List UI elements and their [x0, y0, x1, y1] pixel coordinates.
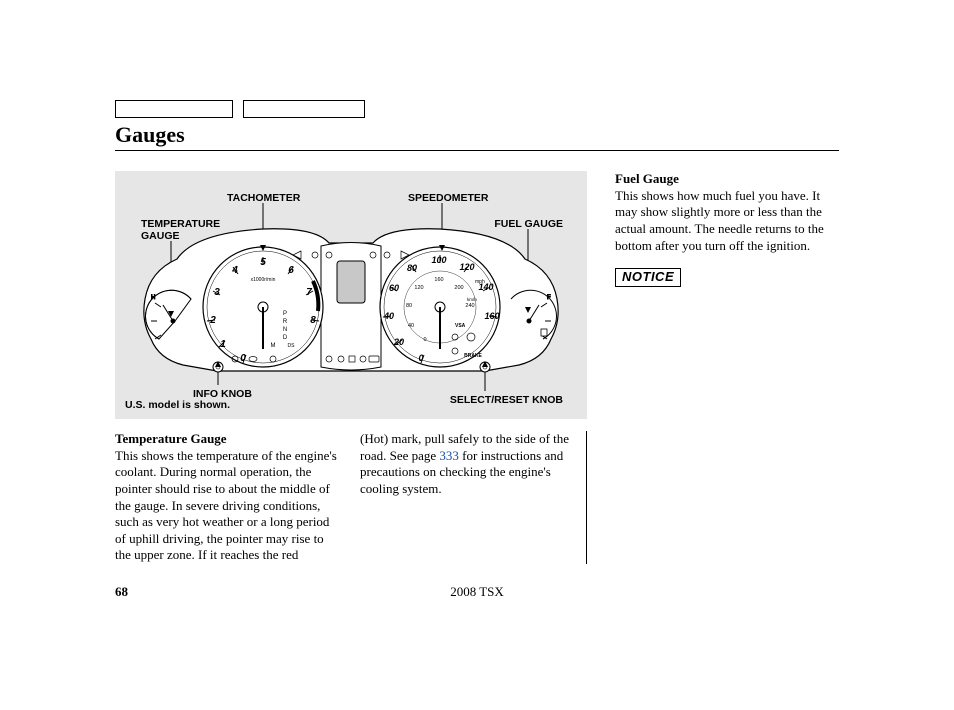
svg-text:4: 4 [231, 265, 238, 276]
fuel-gauge-body: This shows how much fuel you have. It ma… [615, 188, 839, 255]
temp-gauge-section: Temperature Gauge This shows the tempera… [115, 431, 342, 564]
svg-text:P: P [283, 311, 287, 317]
temp-gauge-body-2: (Hot) mark, pull safely to the side of t… [360, 431, 576, 498]
right-column: Fuel Gauge This shows how much fuel you … [615, 171, 839, 564]
temp-gauge-heading: Temperature Gauge [115, 431, 342, 448]
temp-gauge-section-continued: (Hot) mark, pull safely to the side of t… [360, 431, 587, 564]
svg-text:0: 0 [423, 337, 426, 343]
notice-box: NOTICE [615, 268, 681, 287]
cluster-svg: H F [115, 171, 587, 419]
svg-text:H: H [151, 295, 155, 301]
svg-text:60: 60 [389, 283, 399, 293]
svg-text:D: D [283, 335, 288, 341]
svg-text:160: 160 [434, 277, 443, 283]
instrument-cluster-diagram: TACHOMETER SPEEDOMETER TEMPERATURE GAUGE… [115, 171, 587, 419]
page-title: Gauges [115, 122, 839, 151]
svg-text:DS: DS [288, 343, 296, 349]
header-redaction-boxes [115, 100, 839, 118]
svg-text:6: 6 [288, 265, 294, 276]
main-content-row: TACHOMETER SPEEDOMETER TEMPERATURE GAUGE… [115, 171, 839, 564]
left-column: TACHOMETER SPEEDOMETER TEMPERATURE GAUGE… [115, 171, 587, 564]
footer-model-year: 2008 TSX [0, 584, 954, 600]
svg-text:R: R [283, 319, 288, 325]
svg-text:120: 120 [414, 285, 423, 291]
svg-text:M: M [271, 343, 276, 349]
svg-text:240: 240 [465, 303, 474, 309]
svg-text:VSA: VSA [455, 323, 466, 329]
svg-text:N: N [283, 327, 287, 333]
svg-text:km/h: km/h [467, 297, 477, 302]
svg-text:100: 100 [431, 255, 446, 265]
svg-text:F: F [547, 295, 551, 301]
svg-text:200: 200 [454, 285, 463, 291]
svg-text:x1000r/min: x1000r/min [251, 277, 276, 283]
fuel-gauge-heading: Fuel Gauge [615, 171, 839, 188]
temp-gauge-body-1: This shows the temperature of the engine… [115, 448, 342, 564]
svg-text:80: 80 [406, 303, 412, 309]
fuel-gauge-section: Fuel Gauge This shows how much fuel you … [615, 171, 839, 287]
redaction-box-2 [243, 100, 365, 118]
svg-text:BRAKE: BRAKE [464, 353, 482, 359]
page-ref-link[interactable]: 333 [439, 448, 459, 463]
svg-text:40: 40 [408, 323, 414, 329]
body-text-columns: Temperature Gauge This shows the tempera… [115, 431, 587, 564]
redaction-box-1 [115, 100, 233, 118]
svg-text:mph: mph [475, 279, 485, 285]
